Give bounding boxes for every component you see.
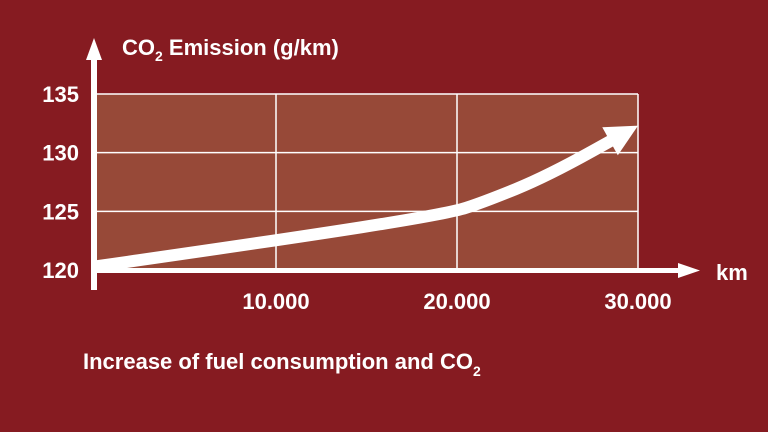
chart-title: CO2 Emission (g/km) [122, 35, 339, 64]
series-arrowhead [602, 125, 638, 156]
series-line [94, 127, 629, 273]
grid-lines [95, 93, 639, 270]
series-layer [94, 125, 638, 273]
x-tick-label: 30.000 [604, 289, 671, 314]
caption: Increase of fuel consumption and CO2 [83, 349, 481, 379]
y-tick-labels: 120 125 130 135 [42, 82, 79, 283]
caption-subscript: 2 [473, 363, 481, 379]
x-tick-label: 20.000 [423, 289, 490, 314]
axes [86, 38, 700, 290]
chart-title-subscript: 2 [155, 48, 163, 64]
y-tick-label: 135 [42, 82, 79, 107]
y-axis-arrowhead [86, 38, 102, 60]
x-axis-line [91, 268, 681, 273]
y-axis-line [91, 58, 97, 290]
x-tick-labels: 10.000 20.000 30.000 [242, 289, 671, 314]
x-tick-label: 10.000 [242, 289, 309, 314]
x-axis-arrowhead [678, 263, 700, 278]
y-tick-label: 125 [42, 199, 79, 224]
plot-area [95, 94, 638, 270]
x-axis-label: km [716, 260, 748, 285]
y-tick-label: 130 [42, 141, 79, 166]
y-tick-label: 120 [42, 258, 79, 283]
